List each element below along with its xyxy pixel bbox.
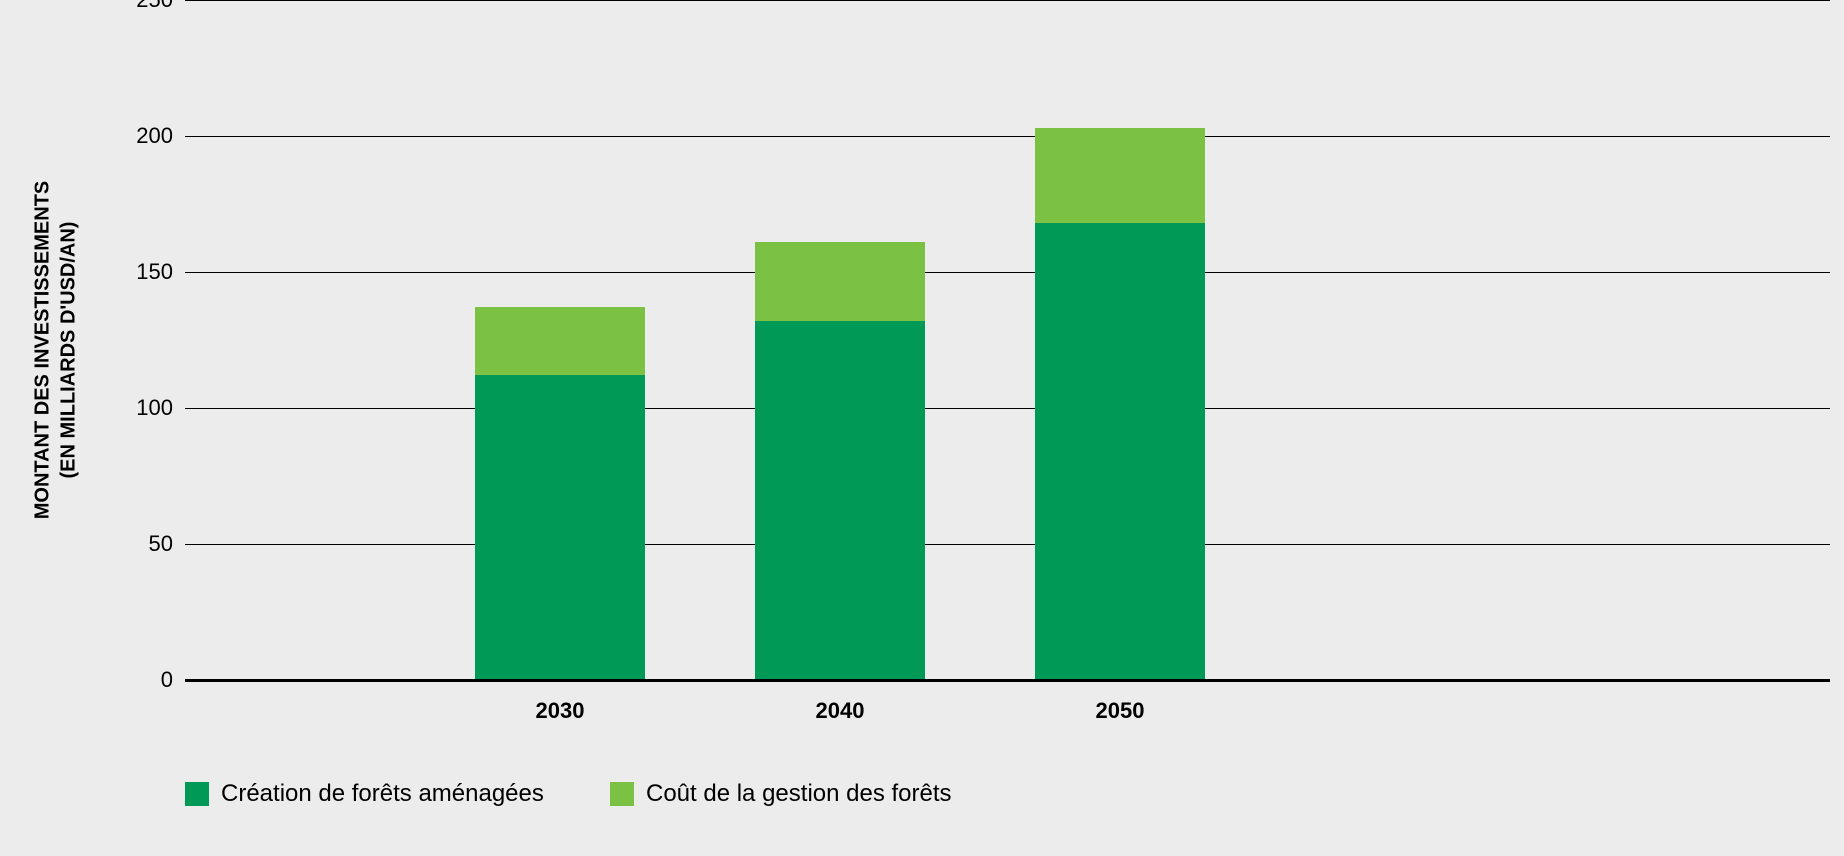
bar-segment-gestion <box>475 307 645 375</box>
y-axis-title-line2: (EN MILLIARDS D'USD/AN) <box>57 222 79 479</box>
x-tick-label: 2040 <box>780 698 900 724</box>
grid-line <box>185 272 1830 273</box>
y-axis-title: MONTANT DES INVESTISSEMENTS (EN MILLIARD… <box>29 181 81 520</box>
bar-segment-creation <box>755 321 925 680</box>
y-tick-label: 0 <box>161 667 173 693</box>
bar-segment-creation <box>1035 223 1205 680</box>
grid-line <box>185 408 1830 409</box>
y-axis-title-container: MONTANT DES INVESTISSEMENTS (EN MILLIARD… <box>20 100 90 600</box>
grid-line <box>185 544 1830 545</box>
x-axis-baseline <box>185 679 1830 682</box>
legend-item-gestion: Coût de la gestion des forêts <box>610 780 952 808</box>
x-tick-label: 2050 <box>1060 698 1180 724</box>
bar-segment-gestion <box>1035 128 1205 223</box>
legend-swatch <box>185 782 209 806</box>
y-tick-label: 200 <box>136 123 173 149</box>
x-tick-label: 2030 <box>500 698 620 724</box>
y-axis-title-line1: MONTANT DES INVESTISSEMENTS <box>31 181 53 520</box>
bar-segment-gestion <box>755 242 925 321</box>
legend-item-creation: Création de forêts aménagées <box>185 780 544 808</box>
bar-segment-creation <box>475 375 645 680</box>
investment-chart: MONTANT DES INVESTISSEMENTS (EN MILLIARD… <box>0 0 1844 856</box>
y-tick-label: 50 <box>149 531 173 557</box>
grid-line <box>185 0 1830 1</box>
legend-swatch <box>610 782 634 806</box>
legend-label: Coût de la gestion des forêts <box>646 780 952 808</box>
legend-label: Création de forêts aménagées <box>221 780 544 808</box>
y-tick-label: 100 <box>136 395 173 421</box>
y-tick-label: 150 <box>136 259 173 285</box>
y-tick-label: 250 <box>136 0 173 13</box>
grid-line <box>185 136 1830 137</box>
